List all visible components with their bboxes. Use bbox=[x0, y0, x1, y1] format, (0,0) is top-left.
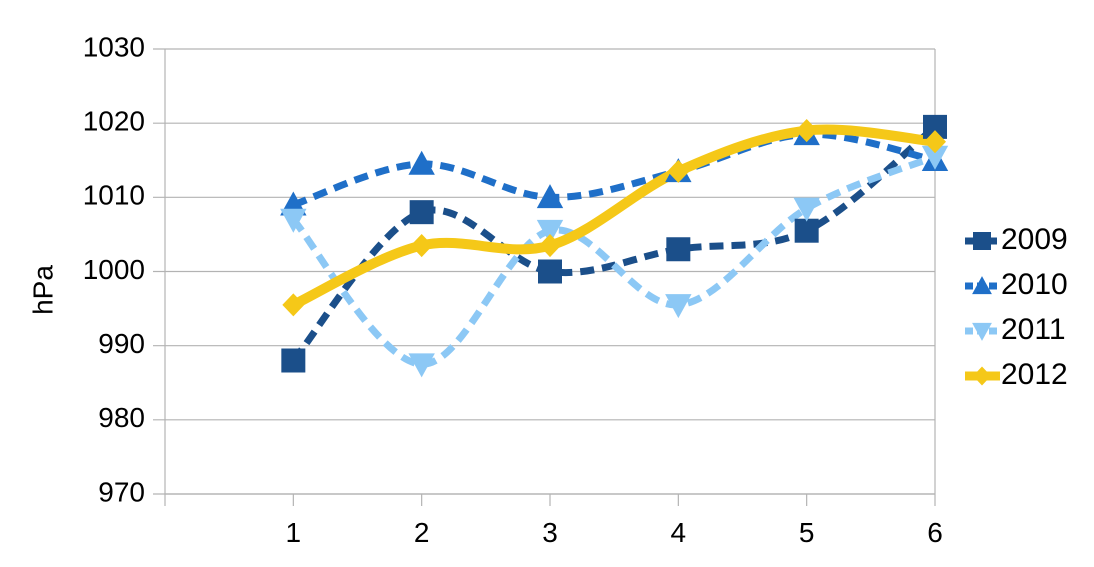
data-point-2009 bbox=[666, 237, 691, 262]
y-tick-label: 1020 bbox=[83, 106, 145, 137]
y-tick-label: 980 bbox=[98, 402, 145, 433]
data-point-2012 bbox=[410, 233, 433, 258]
data-point-2012 bbox=[667, 159, 690, 183]
legend: 2009 2010 2011 2012 bbox=[965, 223, 1068, 391]
data-point-2012 bbox=[924, 130, 946, 154]
data-point-2011 bbox=[408, 353, 435, 378]
series-line-2010 bbox=[292, 130, 936, 209]
data-point-2010 bbox=[408, 150, 435, 175]
series-line-2009 bbox=[290, 124, 938, 363]
y-tick-label: 1010 bbox=[83, 180, 145, 211]
y-tick-label: 1000 bbox=[83, 254, 145, 285]
data-point-2012 bbox=[539, 233, 561, 258]
legend-label: 2009 bbox=[1001, 223, 1068, 256]
x-tick-label: 6 bbox=[927, 517, 943, 548]
data-point-2009 bbox=[281, 348, 306, 373]
data-point-2009 bbox=[794, 218, 819, 243]
x-tick-label: 1 bbox=[286, 517, 302, 548]
data-point-2009 bbox=[409, 200, 434, 225]
data-point-2011 bbox=[793, 197, 820, 222]
data-point-2011 bbox=[280, 208, 307, 233]
y-axis-title: hPa bbox=[27, 265, 58, 315]
y-tick-labels: 970 980 990 1000 1010 1020 1030 bbox=[83, 31, 145, 507]
legend-marker-2011 bbox=[972, 322, 992, 341]
data-point-2011 bbox=[665, 294, 692, 319]
series-markers bbox=[280, 114, 949, 378]
x-tick-labels: 1 2 3 4 5 6 bbox=[286, 517, 943, 548]
x-tick-label: 2 bbox=[414, 517, 430, 548]
legend-label: 2010 bbox=[1001, 268, 1068, 301]
data-point-2012 bbox=[282, 293, 305, 317]
y-tick-label: 970 bbox=[98, 476, 145, 507]
data-point-2011 bbox=[921, 145, 949, 170]
data-point-2012 bbox=[795, 119, 818, 143]
legend-marker-2009 bbox=[973, 232, 991, 250]
x-tick-label: 4 bbox=[671, 517, 687, 548]
series-lines bbox=[288, 124, 940, 368]
legend-marker-2010 bbox=[972, 276, 992, 295]
legend-label: 2012 bbox=[1001, 358, 1068, 391]
x-tick-label: 3 bbox=[542, 517, 558, 548]
axes bbox=[164, 49, 936, 506]
data-point-2011 bbox=[536, 219, 564, 244]
series-line-2012 bbox=[288, 124, 940, 310]
legend-marker-2012 bbox=[973, 366, 991, 386]
data-point-2010 bbox=[536, 184, 564, 209]
data-point-2009 bbox=[538, 259, 562, 284]
y-tick-label: 990 bbox=[98, 328, 145, 359]
legend-label: 2011 bbox=[1001, 313, 1066, 346]
y-tick-label: 1030 bbox=[83, 31, 145, 62]
x-tick-label: 5 bbox=[799, 517, 815, 548]
